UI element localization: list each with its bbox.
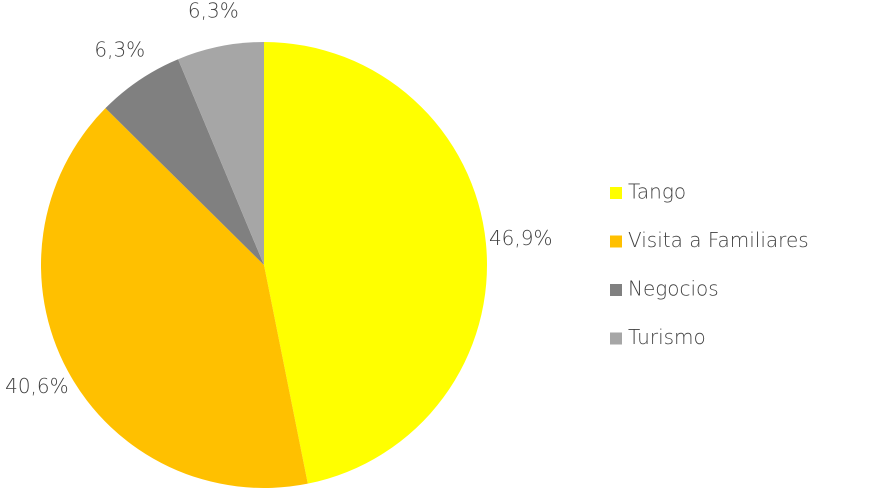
pie-slice [178, 42, 264, 265]
pie-slice [105, 59, 265, 265]
legend-swatch [610, 332, 622, 345]
data-label: 6,3% [94, 38, 145, 62]
data-label: 40,6% [5, 374, 69, 398]
legend-label: Negocios [628, 277, 719, 301]
data-label: 46,9% [489, 226, 553, 250]
legend-swatch [610, 284, 622, 296]
legend-label: Visita a Familiares [628, 228, 809, 252]
legend-swatch [610, 187, 622, 199]
legend-label: Turismo [628, 325, 706, 349]
legend-swatch [610, 235, 622, 248]
data-label: 6,3% [188, 0, 239, 23]
pie-slice [264, 42, 488, 484]
pie-slice [40, 108, 308, 488]
legend-label: Tango [628, 180, 686, 204]
